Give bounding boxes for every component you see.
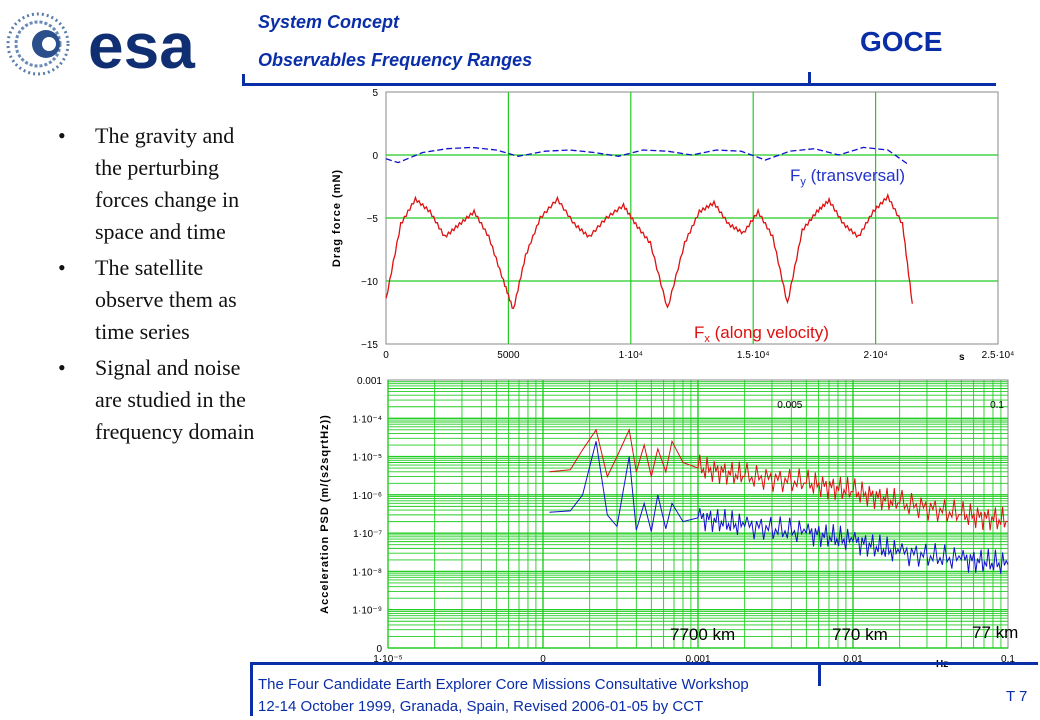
psd-y-tick-label: 0.001 <box>357 376 382 387</box>
psd-y-tick-label: 1·10⁻⁹ <box>352 606 382 617</box>
bullet-item: The satellite observe them as time serie… <box>58 252 258 348</box>
psd-x-tick-label: 0.001 <box>685 654 710 665</box>
psd-y-tick-label: 1·10⁻⁷ <box>353 529 382 540</box>
annotation-7700km: 7700 km <box>670 625 735 644</box>
annotation-770km: 770 km <box>832 625 888 644</box>
psd-x-tick-label: 0.1 <box>1001 654 1015 665</box>
esa-swirl-logo-icon <box>6 12 70 76</box>
footer-rule-left <box>250 662 253 716</box>
drag-force-x-tick-label: 2.5·10⁴ <box>982 350 1015 361</box>
series-fx-line <box>385 192 913 310</box>
psd-x-tick-label: 0.01 <box>843 654 863 665</box>
psd-red-series-line <box>549 428 1009 531</box>
drag-force-x-tick-label: 1·10⁴ <box>619 350 643 361</box>
series-label-fx: Fx (along velocity) <box>694 323 829 345</box>
psd-y-tick-label: 1·10⁻⁴ <box>352 414 382 425</box>
psd-top-tick-label: 0.1 <box>990 400 1004 411</box>
footer-workshop: The Four Candidate Earth Explorer Core M… <box>258 676 749 693</box>
drag-force-y-tick-label: 0 <box>372 151 378 162</box>
header-rule-left <box>242 74 245 86</box>
drag-force-x-unit: s <box>959 352 965 363</box>
slide-section-title: System Concept <box>258 12 400 32</box>
series-fy-line <box>385 146 908 165</box>
drag-force-y-tick-label: 5 <box>372 88 378 99</box>
psd-y-axis-label: Acceleration PSD (m/(s2sqrtHz)) <box>319 414 331 614</box>
psd-x-tick-label: 1·10⁻⁵ <box>373 654 402 665</box>
footer-date: 12-14 October 1999, Granada, Spain, Revi… <box>258 698 704 715</box>
drag-force-y-axis-label: Drag force (mN) <box>331 169 343 267</box>
psd-top-tick-label: 0.005 <box>777 400 802 411</box>
esa-logo: esa <box>6 10 195 82</box>
slide-subtitle: Observables Frequency Ranges <box>258 50 533 70</box>
annotation-77km: 77 km <box>972 623 1018 642</box>
footer-rule-tick <box>818 662 821 686</box>
mission-name: GOCE <box>860 26 943 57</box>
drag-force-y-tick-label: −15 <box>361 340 378 351</box>
header-rule <box>242 83 996 86</box>
psd-y-tick-label: 1·10⁻⁵ <box>353 453 382 464</box>
esa-wordmark: esa <box>88 10 195 82</box>
drag-force-x-tick-label: 1.5·10⁴ <box>737 350 770 361</box>
drag-force-x-tick-label: 5000 <box>497 350 520 361</box>
drag-force-y-tick-label: −5 <box>367 214 379 225</box>
psd-blue-series-line <box>549 441 1009 574</box>
psd-y-tick-label: 0 <box>376 644 382 655</box>
page-number: T 7 <box>1006 688 1028 705</box>
header-rule-tick <box>808 72 811 84</box>
drag-force-x-tick-label: 2·10⁴ <box>863 350 887 361</box>
drag-force-x-tick-label: 0 <box>383 350 389 361</box>
bullet-item: The gravity and the perturbing forces ch… <box>58 120 258 248</box>
psd-x-tick-label: 0 <box>540 654 546 665</box>
bullet-list: The gravity and the perturbing forces ch… <box>58 120 258 452</box>
drag-force-y-tick-label: −10 <box>361 277 378 288</box>
bullet-item: Signal and noise are studied in the freq… <box>58 352 258 448</box>
drag-force-chart: 0 5000 1·10⁴ 1.5·10⁴ 2·10⁴ 2.5·10⁴50−5−10−15 … <box>331 88 1015 363</box>
psd-chart: 1·10⁻⁵ 0 0.001 0.01 0.10.0011·10⁻⁴1·10⁻⁵1·10… <box>319 376 1018 670</box>
psd-y-tick-label: 1·10⁻⁶ <box>353 491 382 502</box>
footer-rule <box>250 662 1038 665</box>
psd-y-tick-label: 1·10⁻⁸ <box>352 567 382 578</box>
series-label-fy: Fy (transversal) <box>790 166 905 188</box>
